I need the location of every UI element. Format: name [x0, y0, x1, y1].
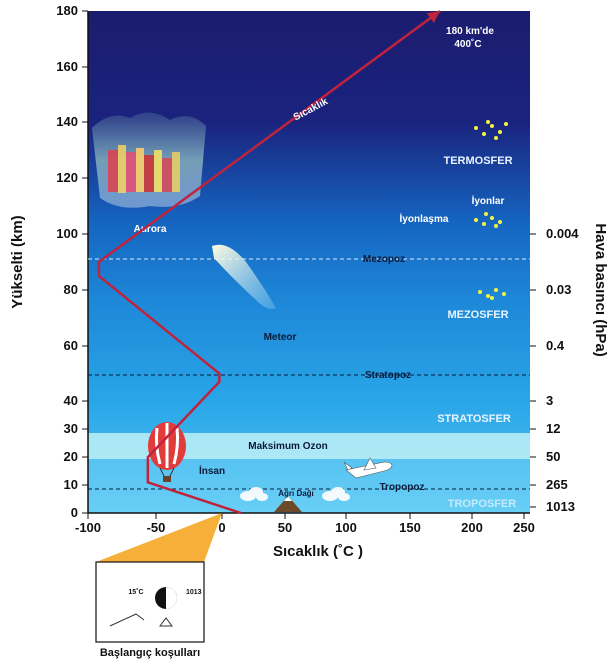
pressure-tick-0004: 0.004: [546, 226, 579, 241]
iyonlasma-label: İyonlaşma: [400, 212, 449, 225]
airplane-icon: [343, 457, 393, 479]
aurora-icon: [92, 112, 206, 208]
y-tick-180: 180: [56, 3, 78, 18]
top-note-line2: 400˚C: [454, 38, 481, 50]
y-tick-80: 80: [64, 282, 78, 297]
y-tick-100: 100: [56, 226, 78, 241]
x-tick-150: 150: [399, 520, 421, 535]
insan-label: İnsan: [199, 464, 225, 477]
y-right-axis-title: Hava basıncı (hPa): [592, 223, 609, 356]
x-tick-100: 100: [335, 520, 357, 535]
initial-conditions-inset: 15˚C 1013: [95, 561, 205, 643]
x-tick-neg50: -50: [147, 520, 166, 535]
meteor-label: Meteor: [264, 332, 297, 343]
y-tick-120: 120: [56, 170, 78, 185]
y-tick-10: 10: [64, 477, 78, 492]
ion-dots-mezosfer: [478, 288, 506, 300]
y-tick-160: 160: [56, 59, 78, 74]
y-left-axis-title: Yükselti (km): [9, 215, 26, 308]
mountain-icon: [274, 496, 302, 512]
y-tick-0: 0: [71, 505, 78, 520]
pressure-tick-04: 0.4: [546, 338, 565, 353]
inset-pressure: 1013: [186, 589, 202, 596]
pressure-tick-50: 50: [546, 449, 560, 464]
x-tick-neg100: -100: [75, 520, 101, 535]
y-tick-60: 60: [64, 338, 78, 353]
cloud-icon: [240, 487, 268, 501]
iyonlar-label: İyonlar: [472, 194, 505, 207]
pressure-tick-003: 0.03: [546, 282, 571, 297]
pressure-tick-3: 3: [546, 393, 553, 408]
cloud-icon-right: [322, 487, 350, 501]
y-tick-40: 40: [64, 393, 78, 408]
pressure-tick-12: 12: [546, 421, 560, 436]
top-note-line1: 180 km'de: [446, 26, 494, 37]
layer-termosfer: TERMOSFER: [443, 155, 512, 167]
inset-connector: [96, 513, 222, 562]
x-tick-0: 0: [218, 520, 225, 535]
temperature-curve-line: [97, 9, 441, 515]
y-tick-30: 30: [64, 421, 78, 436]
layer-troposfer: TROPOSFER: [448, 498, 517, 510]
aurora-label: Aurora: [134, 224, 167, 235]
inset-temp: 15˚C: [128, 588, 143, 596]
ozon-label: Maksimum Ozon: [248, 441, 327, 452]
x-tick-250: 250: [513, 520, 535, 535]
pressure-tick-265: 265: [546, 477, 568, 492]
tropopoz-label: Tropopoz: [380, 482, 425, 493]
pressure-ticks: 0.004 0.03 0.4 3 12 50 265 1013: [530, 226, 579, 514]
x-axis-title: Sıcaklık (˚C ): [273, 543, 363, 560]
inset-caption: Başlangıç koşulları: [100, 647, 200, 659]
y-tick-20: 20: [64, 449, 78, 464]
temperature-curve: [97, 9, 441, 515]
x-ticks: -100 -50 0 50 100 150 200 250: [75, 513, 535, 535]
y-tick-140: 140: [56, 114, 78, 129]
layer-mezosfer: MEZOSFER: [447, 309, 508, 321]
mezopoz-label: Mezopoz: [363, 254, 405, 265]
temperature-curve-arrowhead: [426, 11, 440, 23]
agri-label: Ağrı Dağı: [278, 489, 314, 498]
x-tick-200: 200: [461, 520, 483, 535]
y-left-ticks: 180 160 140 120 100 80 60 40 30 20 10 0: [56, 3, 88, 520]
stratopoz-label: Stratopoz: [365, 370, 411, 381]
layer-stratosfer: STRATOSFER: [437, 413, 511, 425]
ion-dots-iyonlar: [474, 212, 502, 228]
meteor-icon: [212, 244, 276, 309]
hot-air-balloon-icon: [148, 422, 186, 482]
ion-dots-termosfer: [474, 120, 508, 140]
pressure-tick-1013: 1013: [546, 499, 575, 514]
x-tick-50: 50: [278, 520, 292, 535]
